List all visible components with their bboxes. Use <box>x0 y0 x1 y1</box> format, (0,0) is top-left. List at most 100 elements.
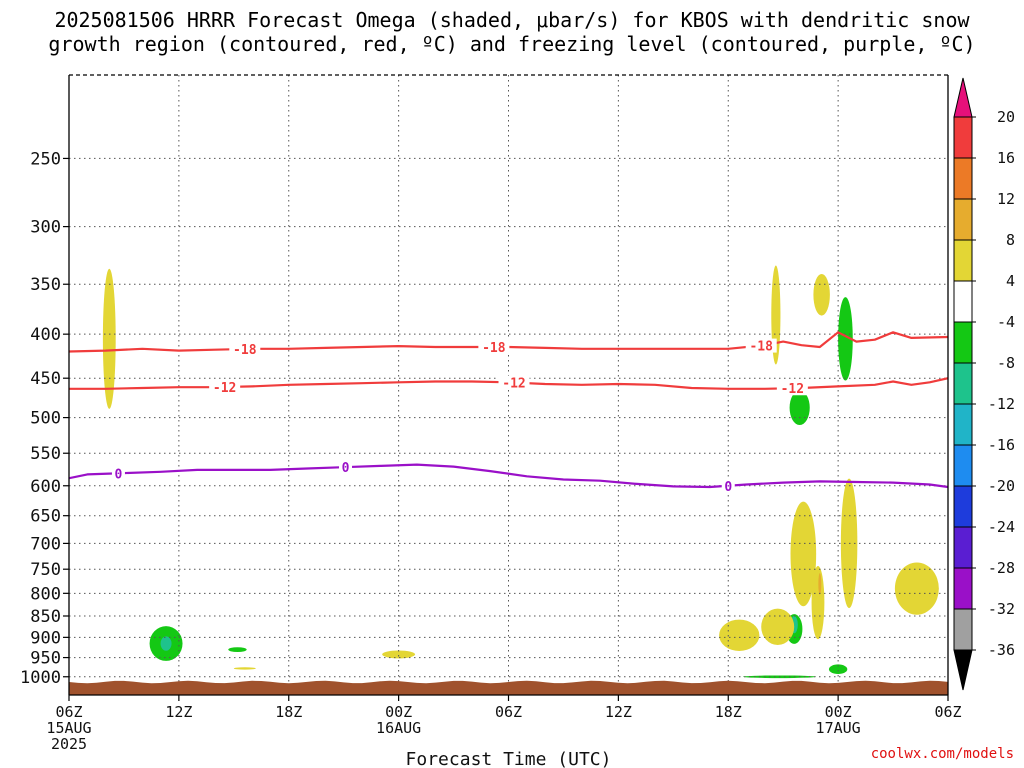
x-axis-title: Forecast Time (UTC) <box>406 749 612 768</box>
colorbar-swatch-10 <box>953 526 973 569</box>
y-tick-label-1000: 1000 <box>20 668 61 688</box>
omega-region-5 <box>382 650 416 659</box>
contour-label-2-2: 0 <box>724 480 732 495</box>
colorbar-label-12: -32 <box>988 600 1015 618</box>
colorbar-swatch-4 <box>953 280 973 323</box>
contour-label-bg <box>339 460 353 475</box>
colorbar-swatch-11 <box>953 567 973 610</box>
y-tick-label-500: 500 <box>30 409 61 429</box>
contour-label-0-2: -18 <box>749 340 773 355</box>
colorbar-label-10: -24 <box>988 518 1015 536</box>
x-tick-label-0: 06Z <box>55 703 82 721</box>
contour-label-bg <box>745 338 777 353</box>
contour-label-1-0: -12 <box>213 381 236 396</box>
colorbar-label-0: 20 <box>997 108 1015 126</box>
y-tick-label-300: 300 <box>30 218 61 238</box>
colorbar-swatch-7 <box>953 403 973 446</box>
x-tick-label-36: 18Z <box>715 703 742 721</box>
colorbar-label-13: -36 <box>988 641 1015 659</box>
omega-region-3 <box>228 647 247 653</box>
x-tick-label-24: 06Z <box>495 703 522 721</box>
y-tick-label-850: 850 <box>30 607 61 627</box>
contour-label-1-2: -12 <box>781 382 804 397</box>
omega-region-4 <box>233 667 256 670</box>
colorbar-swatch-1 <box>953 157 973 200</box>
contour-label-bg <box>721 478 735 493</box>
omega-region-15 <box>719 619 760 651</box>
contour-label-0-0: -18 <box>233 343 257 358</box>
x-tick-sublabel-42-0: 17AUG <box>816 719 861 737</box>
colorbar-label-7: -12 <box>988 395 1015 413</box>
colorbar-label-2: 12 <box>997 190 1015 208</box>
y-tick-label-600: 600 <box>30 477 61 497</box>
omega-region-8 <box>838 297 853 381</box>
omega-region-7 <box>813 273 830 316</box>
contour-label-0-1: -18 <box>482 341 506 356</box>
colorbar-label-5: -4 <box>997 313 1015 331</box>
title-line-2: growth region (contoured, red, ºC) and f… <box>48 32 976 56</box>
omega-region-11 <box>811 565 825 640</box>
colorbar-label-3: 8 <box>1006 231 1015 249</box>
site-credit: coolwx.com/models <box>870 746 1014 762</box>
y-tick-label-750: 750 <box>30 560 61 580</box>
colorbar-top-triangle <box>953 77 973 118</box>
contour-label-2-0: 0 <box>115 467 123 482</box>
contour-line-2 <box>69 463 948 489</box>
omega-region-18 <box>828 664 848 674</box>
colorbar-label-9: -20 <box>988 477 1015 495</box>
contour-label-bg <box>776 381 808 396</box>
colorbar-swatch-0 <box>953 116 973 159</box>
y-tick-label-550: 550 <box>30 444 61 464</box>
y-tick-label-250: 250 <box>30 149 61 169</box>
colorbar-label-1: 16 <box>997 149 1015 167</box>
omega-region-20 <box>818 573 822 595</box>
colorbar-swatch-2 <box>953 198 973 241</box>
y-tick-label-700: 700 <box>30 534 61 554</box>
y-tick-label-350: 350 <box>30 275 61 295</box>
x-tick-label-12: 18Z <box>275 703 302 721</box>
x-tick-label-18: 00Z <box>385 703 412 721</box>
y-tick-label-650: 650 <box>30 507 61 527</box>
colorbar-label-4: 4 <box>1006 272 1015 290</box>
omega-region-16 <box>761 608 795 646</box>
y-tick-label-800: 800 <box>30 584 61 604</box>
ground-surface <box>69 680 948 695</box>
x-tick-sublabel-0-1: 2025 <box>51 735 87 753</box>
title-line-1: 2025081506 HRRR Forecast Omega (shaded, … <box>54 8 970 32</box>
omega-region-19 <box>894 562 939 615</box>
y-tick-label-400: 400 <box>30 325 61 345</box>
contour-label-bg <box>498 375 530 390</box>
x-tick-label-30: 12Z <box>605 703 632 721</box>
colorbar-bottom-triangle <box>953 649 973 691</box>
y-tick-label-450: 450 <box>30 369 61 389</box>
chart-title: 2025081506 HRRR Forecast Omega (shaded, … <box>0 8 1024 56</box>
omega-region-0 <box>102 268 116 409</box>
omega-region-10 <box>790 501 817 607</box>
colorbar-swatch-5 <box>953 321 973 364</box>
colorbar-swatch-8 <box>953 444 973 487</box>
y-tick-label-950: 950 <box>30 649 61 669</box>
x-tick-label-6: 12Z <box>165 703 192 721</box>
omega-region-9 <box>789 390 810 426</box>
contour-label-2-1: 0 <box>342 461 350 476</box>
x-tick-sublabel-18-0: 16AUG <box>376 719 421 737</box>
contour-label-bg <box>229 342 261 357</box>
contour-label-bg <box>478 340 510 355</box>
y-tick-label-900: 900 <box>30 628 61 648</box>
x-tick-label-42: 00Z <box>825 703 852 721</box>
colorbar-swatch-3 <box>953 239 973 282</box>
colorbar-swatch-6 <box>953 362 973 405</box>
contour-label-bg <box>209 380 241 395</box>
colorbar-swatch-12 <box>953 608 973 651</box>
contour-label-1-1: -12 <box>502 377 525 392</box>
x-tick-sublabel-0-0: 15AUG <box>46 719 91 737</box>
colorbar-label-6: -8 <box>997 354 1015 372</box>
colorbar-swatch-9 <box>953 485 973 528</box>
plot-contents: -18 -18 -18 -12 -12 -12 0 0 0 <box>69 75 948 695</box>
contour-label-bg <box>111 466 125 481</box>
colorbar-label-11: -28 <box>988 559 1015 577</box>
x-tick-label-48: 06Z <box>934 703 961 721</box>
omega-region-2 <box>160 636 172 651</box>
colorbar-label-8: -16 <box>988 436 1015 454</box>
